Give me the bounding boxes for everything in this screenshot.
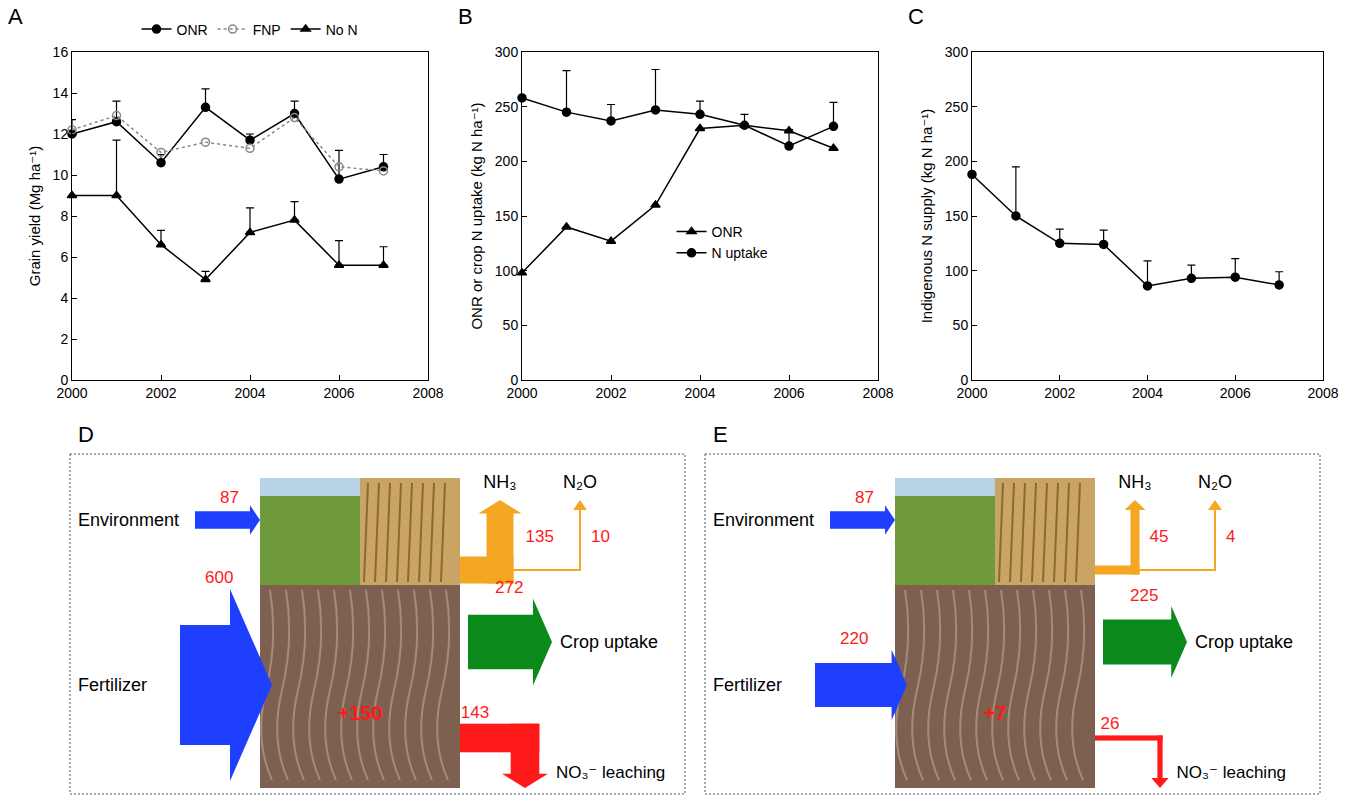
svg-text:100: 100 <box>945 263 969 279</box>
svg-text:87: 87 <box>220 488 239 507</box>
svg-text:150: 150 <box>945 208 969 224</box>
svg-text:Fertilizer: Fertilizer <box>78 675 147 695</box>
svg-text:50: 50 <box>503 317 519 333</box>
svg-text:2002: 2002 <box>1044 385 1075 401</box>
html-text:B: B <box>458 4 473 29</box>
svg-text:200: 200 <box>495 153 519 169</box>
svg-text:ONR or crop N uptake (kg N ha⁻: ONR or crop N uptake (kg N ha⁻¹) <box>468 102 485 329</box>
svg-text:+7: +7 <box>984 702 1007 724</box>
svg-text:NO₃⁻ leaching: NO₃⁻ leaching <box>556 763 665 782</box>
svg-text:NH₃: NH₃ <box>1118 472 1151 492</box>
svg-text:Crop uptake: Crop uptake <box>560 632 658 652</box>
svg-text:250: 250 <box>945 99 969 115</box>
svg-text:45: 45 <box>1150 527 1169 546</box>
svg-text:2000: 2000 <box>956 385 987 401</box>
svg-text:225: 225 <box>1130 586 1158 605</box>
svg-text:272: 272 <box>495 578 523 597</box>
html-text:C: C <box>908 4 924 29</box>
svg-text:600: 600 <box>205 568 233 587</box>
svg-text:N₂O: N₂O <box>1198 472 1232 492</box>
svg-text:4: 4 <box>60 290 68 306</box>
svg-text:NH₃: NH₃ <box>483 472 516 492</box>
svg-text:E: E <box>713 422 728 447</box>
svg-text:No N: No N <box>326 22 358 38</box>
svg-text:2004: 2004 <box>684 385 715 401</box>
svg-text:150: 150 <box>495 208 519 224</box>
svg-text:2008: 2008 <box>1307 385 1338 401</box>
svg-text:ONR: ONR <box>712 224 743 240</box>
svg-text:Environment: Environment <box>78 510 179 530</box>
svg-text:2008: 2008 <box>862 385 893 401</box>
svg-text:FNP: FNP <box>253 22 281 38</box>
svg-text:N uptake: N uptake <box>712 245 768 261</box>
svg-text:ONR: ONR <box>177 22 208 38</box>
svg-text:50: 50 <box>953 317 969 333</box>
svg-text:NO₃⁻ leaching: NO₃⁻ leaching <box>1177 763 1286 782</box>
svg-text:Fertilizer: Fertilizer <box>713 675 782 695</box>
svg-text:D: D <box>78 422 94 447</box>
svg-text:87: 87 <box>855 488 874 507</box>
svg-text:0: 0 <box>510 372 518 388</box>
svg-text:Crop uptake: Crop uptake <box>1195 632 1293 652</box>
svg-text:2006: 2006 <box>1220 385 1251 401</box>
svg-text:200: 200 <box>945 153 969 169</box>
svg-text:14: 14 <box>53 85 69 101</box>
svg-text:10: 10 <box>591 527 610 546</box>
svg-text:300: 300 <box>945 44 969 60</box>
svg-text:4: 4 <box>1226 527 1235 546</box>
svg-text:2004: 2004 <box>234 385 265 401</box>
svg-text:2004: 2004 <box>1132 385 1163 401</box>
svg-text:Indigenous N supply (kg N ha⁻¹: Indigenous N supply (kg N ha⁻¹) <box>918 109 935 324</box>
svg-text:12: 12 <box>53 126 69 142</box>
svg-text:+150: +150 <box>337 702 382 724</box>
svg-text:2006: 2006 <box>773 385 804 401</box>
svg-text:250: 250 <box>495 99 519 115</box>
svg-text:0: 0 <box>960 372 968 388</box>
svg-text:Environment: Environment <box>713 510 814 530</box>
svg-text:300: 300 <box>495 44 519 60</box>
html-text:A: A <box>8 4 23 29</box>
svg-text:26: 26 <box>1101 714 1120 733</box>
svg-text:220: 220 <box>840 629 868 648</box>
svg-text:2006: 2006 <box>323 385 354 401</box>
svg-text:10: 10 <box>53 167 69 183</box>
svg-text:2008: 2008 <box>412 385 443 401</box>
svg-text:Grain yield (Mg ha⁻¹): Grain yield (Mg ha⁻¹) <box>26 146 43 286</box>
svg-text:N₂O: N₂O <box>563 472 597 492</box>
svg-text:2: 2 <box>60 331 68 347</box>
svg-text:0: 0 <box>60 372 68 388</box>
svg-text:16: 16 <box>53 44 69 60</box>
svg-text:2002: 2002 <box>595 385 626 401</box>
svg-text:100: 100 <box>495 263 519 279</box>
svg-text:6: 6 <box>60 249 68 265</box>
svg-text:8: 8 <box>60 208 68 224</box>
svg-text:2002: 2002 <box>145 385 176 401</box>
svg-text:143: 143 <box>461 703 489 722</box>
svg-text:2000: 2000 <box>56 385 87 401</box>
svg-text:2000: 2000 <box>506 385 537 401</box>
svg-text:135: 135 <box>526 527 554 546</box>
